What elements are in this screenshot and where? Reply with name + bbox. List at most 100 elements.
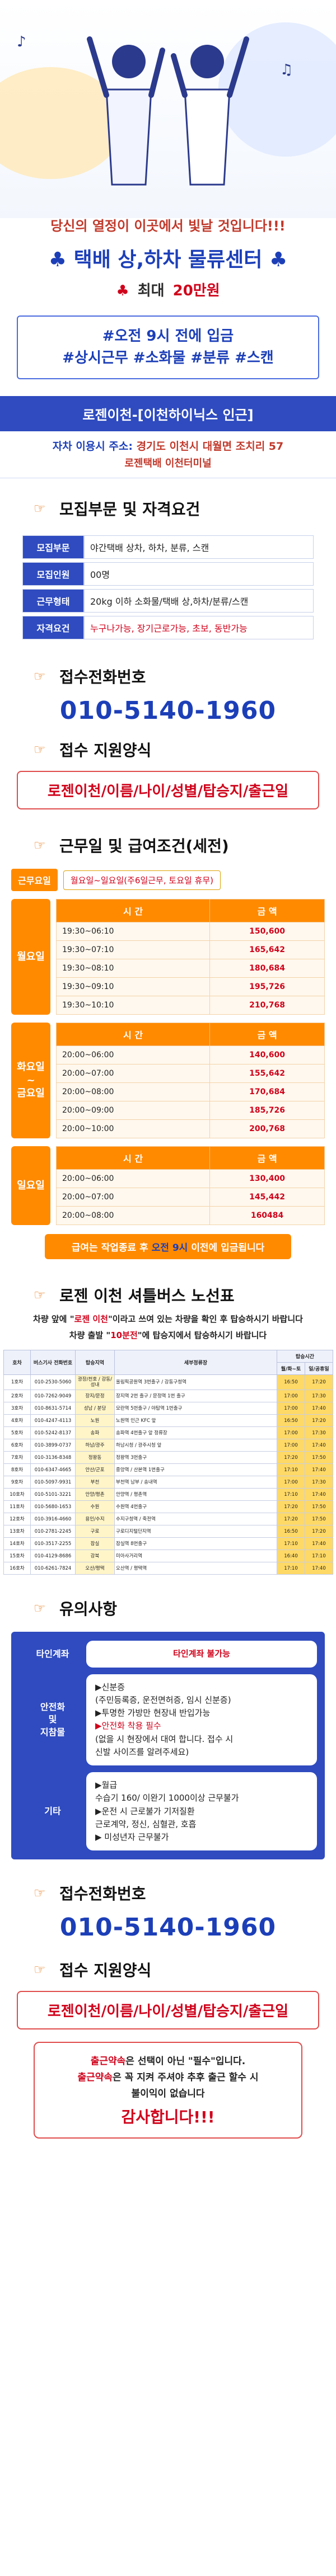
weekday-time-cell: 17:00	[277, 1390, 305, 1403]
section-title-text: 접수전화번호	[59, 1885, 146, 1904]
section-title-text: 접수전화번호	[59, 668, 146, 686]
caution-line: 수습기 160/ 이완기 1000이상 근무불가	[95, 1793, 239, 1803]
club-icon: ♣	[48, 248, 67, 271]
recruit-table: 모집부문 야간택배 상차, 하차, 분류, 스캔 모집인원 00명 근무형태 20kg…	[22, 532, 314, 643]
table-row: 19:30~09:10 195,726	[55, 977, 325, 996]
time-cell: 19:30~10:10	[55, 996, 211, 1015]
row-key: 모집부문	[22, 535, 84, 559]
holiday-time-cell: 17:50	[305, 1500, 333, 1514]
holiday-time-cell: 17:40	[305, 1439, 333, 1452]
caution-value: 타인계좌 불가능	[86, 1641, 317, 1668]
pointing-hand-icon: ☞	[34, 668, 46, 684]
phone-number[interactable]: 010-5140-1960	[59, 696, 277, 725]
pointing-hand-icon: ☞	[34, 1962, 46, 1978]
stop-cell: 구로디지털단지역	[114, 1525, 277, 1538]
caution-line: 신발 사이즈를 알려주세요)	[95, 1746, 189, 1757]
stop-cell: 안양역 / 평촌역	[114, 1488, 277, 1501]
bus-number-cell: 8호차	[3, 1463, 31, 1477]
address-label: 자차 이용시 주소:	[52, 440, 133, 453]
pay-note-emphasis: 오전 9시	[151, 1242, 188, 1254]
stop-cell: 잠실역 8번출구	[114, 1537, 277, 1551]
section-title: ☞ 접수 지원양식	[0, 1958, 336, 1981]
pointing-hand-icon: ☞	[34, 1287, 46, 1303]
tuesday-friday-block: 화요일 ~ 금요일 시 간 금 액 20:00~06:00 140,600 20:…	[11, 1023, 325, 1138]
bus-number-cell: 15호차	[3, 1550, 31, 1563]
section-title: ☞ 유의사항	[0, 1597, 336, 1619]
caution-value: ▶신분증 (주민등록증, 운전면허증, 임시 신분증) ▶투명한 가방만 현장내…	[86, 1674, 317, 1766]
man-figure-icon	[171, 36, 249, 186]
table-row: 3호차 010-8631-5714 성남 / 분당 모란역 5번출구 / 야탑역 1번…	[3, 1402, 333, 1415]
section-title-text: 근무일 및 급여조건(세전)	[59, 837, 229, 855]
area-cell: 송파	[75, 1426, 115, 1440]
driver-phone-cell: 010-3136-8348	[30, 1451, 76, 1464]
holiday-time-cell: 17:40	[305, 1562, 333, 1575]
bus-number-cell: 3호차	[3, 1402, 31, 1415]
hashtag-box: #오전 9시 전에 입금 #상시근무 #소화물 #분류 #스캔	[17, 315, 319, 379]
section-title-text: 유의사항	[59, 1600, 118, 1619]
amount-cell: 165,642	[209, 940, 325, 959]
bus-number-cell: 7호차	[3, 1451, 31, 1464]
caution-line: ▶운전 시 근로불가 기저질환	[95, 1806, 195, 1816]
stop-cell: 수지구청역 / 죽전역	[114, 1513, 277, 1526]
caution-line: ▶신분증	[95, 1682, 125, 1692]
area-cell: 구로	[75, 1525, 115, 1538]
table-row: 20:00~08:00 170,684	[55, 1082, 325, 1101]
bus-number-cell: 10호차	[3, 1488, 31, 1501]
driver-phone-cell: 010-3899-0737	[30, 1439, 76, 1452]
time-cell: 19:30~07:10	[55, 940, 211, 959]
bus-number-cell: 5호차	[3, 1426, 31, 1440]
amount-cell: 200,768	[209, 1119, 325, 1138]
bus-route-table: 호차 버스기사 전화번호 탑승지역 세부정류장 탑승시간 월/화~토 일/공휴일…	[3, 1350, 333, 1575]
table-row: 20:00~10:00 200,768	[55, 1119, 325, 1138]
driver-phone-cell: 010-2530-5060	[30, 1374, 76, 1391]
monday-block: 월요일 시 간 금 액 19:30~06:10 150,600 19:30~07:…	[11, 899, 325, 1015]
caution-key: 기타	[44, 1806, 61, 1817]
area-cell: 강북	[75, 1550, 115, 1563]
closing-line: 불이익이 없습니다	[131, 2088, 205, 2100]
area-cell: 노원	[75, 1414, 115, 1428]
hashtag-line: #상시근무 #소화물 #분류 #스캔	[62, 350, 274, 366]
section-title-text: 접수 지원양식	[59, 741, 152, 760]
stop-cell: 수원역 4번출구	[114, 1500, 277, 1514]
apply-format-box: 로젠이천/이름/나이/성별/탑승지/출근일	[17, 771, 319, 809]
time-cell: 20:00~06:00	[55, 1169, 211, 1188]
holiday-time-cell: 17:50	[305, 1513, 333, 1526]
bus-number-cell: 12호차	[3, 1513, 31, 1526]
table-row: 모집인원 00명	[22, 562, 314, 586]
caution-panel: 타인계좌 타인계좌 불가능 안전화 및 지참물 ▶신분증 (주민등록증, 운전면…	[11, 1632, 325, 1860]
area-cell: 수원	[75, 1500, 115, 1514]
table-row: 자격요건 누구나가능, 장기근로가능, 초보, 동반가능	[22, 616, 314, 639]
closing-emphasis: 출근약속	[90, 2056, 126, 2068]
table-row: 19:30~08:10 180,684	[55, 959, 325, 978]
caution-key: 타인계좌	[36, 1648, 69, 1659]
weekday-time-cell: 16:50	[277, 1414, 305, 1428]
amount-cell: 155,642	[209, 1064, 325, 1083]
table-row: 2호차 010-7262-9049 장지/문정 장지역 2번 출구 / 문정역 1번 …	[3, 1390, 333, 1403]
amount-cell: 130,400	[209, 1169, 325, 1188]
time-header: 시 간	[55, 1146, 211, 1170]
caution-row: 타인계좌 타인계좌 불가능	[19, 1641, 317, 1668]
amount-cell: 180,684	[209, 959, 325, 978]
holiday-time-cell: 17:30	[305, 1426, 333, 1440]
closing-emphasis: 출근약속	[77, 2072, 113, 2084]
pointing-hand-icon: ☞	[34, 837, 46, 853]
holiday-time-cell: 17:40	[305, 1463, 333, 1477]
thank-you-text: 감사합니다!!!	[121, 2108, 215, 2127]
location-title: 로젠이천-[이천하이닉스 인근]	[0, 396, 336, 431]
table-header-row: 호차 버스기사 전화번호 탑승지역 세부정류장 탑승시간	[3, 1350, 333, 1375]
day-label: 월요일	[11, 899, 50, 1015]
address-value: 경기도 이천시 대월면 조치리 57	[136, 440, 284, 453]
phone-number[interactable]: 010-5140-1960	[59, 1913, 277, 1942]
music-note-icon: ♫	[280, 62, 293, 78]
holiday-time-cell: 17:40	[305, 1488, 333, 1501]
time-cell: 19:30~09:10	[55, 977, 211, 996]
holiday-time-cell: 17:20	[305, 1414, 333, 1428]
stop-cell: 노원역 인근 KFC 앞	[114, 1414, 277, 1428]
weekday-time-cell: 17:00	[277, 1402, 305, 1415]
table-row: 4호차 010-4247-4113 노원 노원역 인근 KFC 앞 16:50 17:20	[3, 1414, 333, 1428]
table-row: 14호차 010-3517-2255 잠실 잠실역 8번출구 17:10 17:40	[3, 1537, 333, 1551]
col-header: 탑승지역	[75, 1350, 115, 1375]
music-note-icon: ♪	[17, 34, 26, 50]
amount-cell: 150,600	[209, 922, 325, 941]
weekday-time-cell: 17:00	[277, 1426, 305, 1440]
